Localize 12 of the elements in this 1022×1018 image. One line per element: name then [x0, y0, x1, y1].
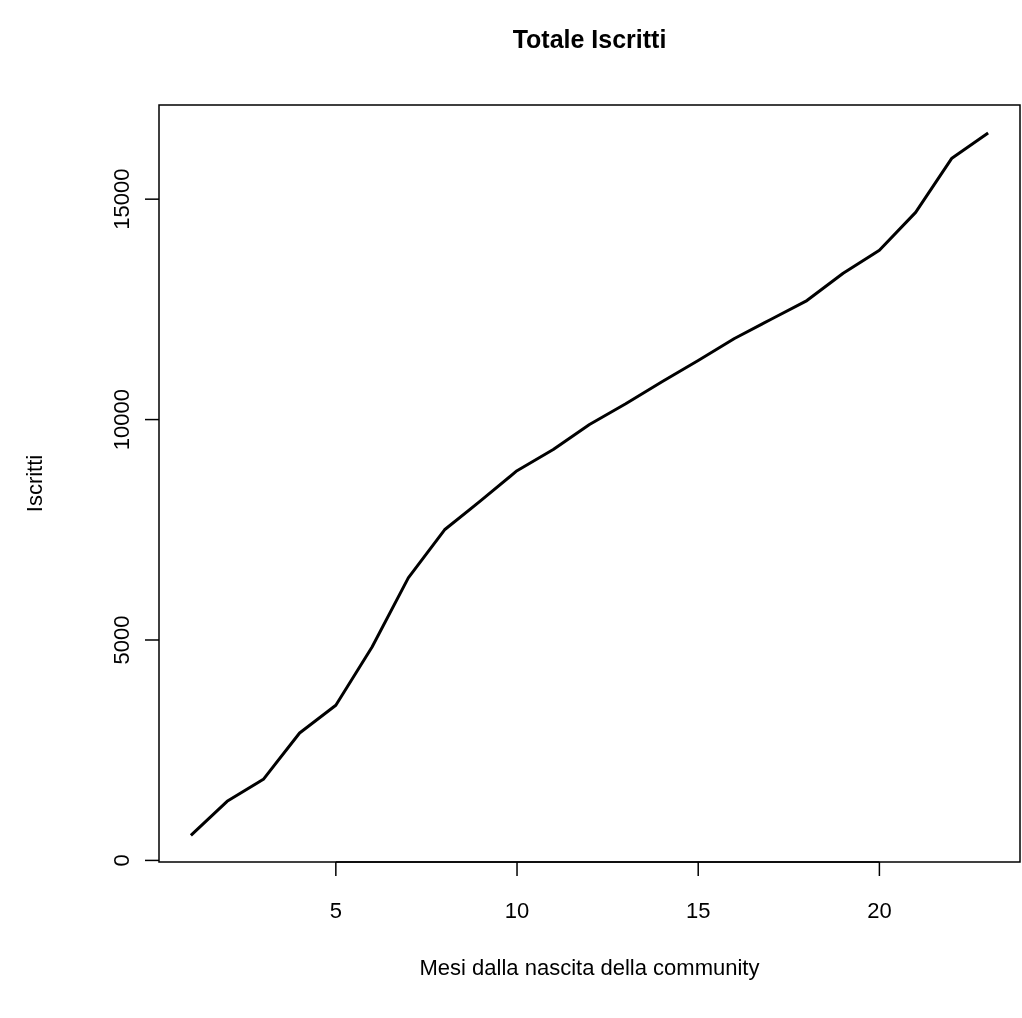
x-tick-label: 10 [504, 898, 530, 923]
y-tick-label: 5000 [109, 615, 134, 665]
y-tick-label: 10000 [109, 388, 134, 451]
y-tick-label: 0 [109, 854, 134, 867]
x-tick-label: 5 [329, 898, 342, 923]
x-axis-title: Mesi dalla nascita della community [419, 955, 760, 980]
y-axis-title: Iscritti [22, 454, 47, 513]
chart-title: Totale Iscritti [512, 25, 667, 53]
line-series [189, 131, 990, 837]
y-tick-label: 15000 [109, 168, 134, 230]
x-tick-label: 15 [685, 898, 711, 923]
x-tick-label: 20 [867, 898, 892, 923]
